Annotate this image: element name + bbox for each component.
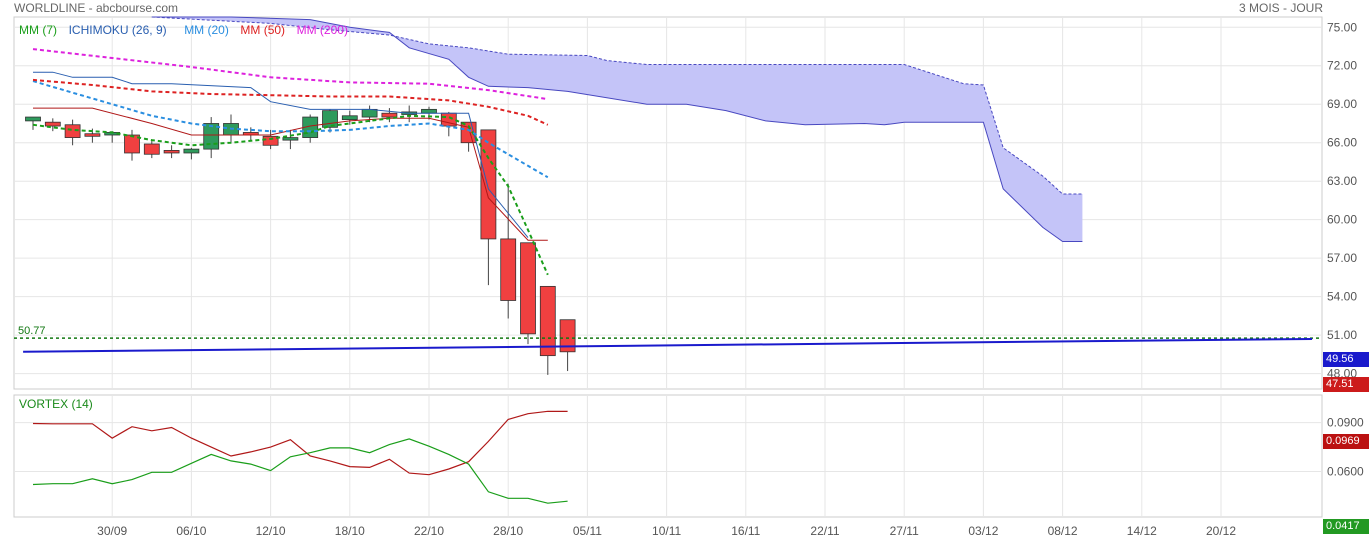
candle-up	[25, 116, 41, 122]
date-tick-label: 22/11	[810, 524, 839, 538]
chart-title: WORLDLINE - abcbourse.com	[14, 1, 179, 15]
date-tick-label: 30/09	[97, 524, 127, 538]
ichimoku-cloud	[151, 17, 1083, 242]
candle-down	[124, 134, 140, 154]
price-tick-label: 72.00	[1327, 59, 1357, 73]
trend-value-badge: 49.56	[1323, 352, 1369, 367]
price-tick-label: 69.00	[1327, 97, 1357, 111]
price-tick-label: 60.00	[1327, 213, 1357, 227]
candle-up	[341, 115, 358, 121]
candle-down	[539, 285, 556, 357]
date-tick-label: 22/10	[414, 524, 444, 538]
date-tick-label: 05/11	[573, 524, 602, 538]
vortex-vi-minus-line	[32, 438, 568, 504]
candle-up	[282, 137, 299, 141]
price-tick-label: 57.00	[1327, 251, 1357, 265]
date-tick-label: 10/11	[652, 524, 681, 538]
moving-average-line	[32, 114, 549, 276]
date-tick-label: 28/10	[493, 524, 523, 538]
candle-down	[44, 121, 61, 127]
main-panel-frame	[13, 16, 1323, 390]
candle-up	[421, 108, 437, 114]
date-tick-label: 20/12	[1206, 524, 1236, 538]
date-tick-label: 27/11	[890, 524, 919, 538]
candle-down	[163, 150, 180, 154]
legend-item: MM (7)	[19, 23, 57, 37]
senkou-span-b	[151, 16, 1083, 242]
vortex-title: VORTEX (14)	[19, 397, 93, 411]
candle-down	[559, 319, 576, 353]
candle-up	[183, 148, 200, 154]
moving-average-line	[32, 48, 548, 101]
legend-item: MM (200)	[297, 23, 348, 37]
date-tick-label: 14/12	[1127, 524, 1157, 538]
period-label[interactable]: 3 MOIS - JOUR	[1238, 1, 1323, 15]
date-tick-label: 12/10	[256, 524, 286, 538]
date-tick-label: 03/12	[968, 524, 998, 538]
date-tick-label: 18/10	[335, 524, 365, 538]
candle-down	[520, 242, 536, 335]
legend-item: ICHIMOKU (26, 9)	[69, 23, 167, 37]
legend-item: MM (50)	[240, 23, 285, 37]
price-tick-label: 66.00	[1327, 136, 1357, 150]
last-price-badge: 47.51	[1323, 377, 1369, 392]
candle-down	[262, 135, 279, 146]
date-tick-label: 06/10	[176, 524, 206, 538]
vortex-vi-plus-line	[32, 410, 568, 476]
price-tick-label: 63.00	[1327, 174, 1357, 188]
ichimoku-tenkan-line	[33, 107, 548, 241]
candle-down	[381, 112, 398, 118]
vortex-tick-label: 0.0600	[1327, 464, 1364, 478]
moving-average-line	[32, 80, 549, 179]
ichimoku-kijun-line	[33, 71, 529, 238]
moving-average-line	[32, 78, 549, 126]
candle-up	[322, 110, 338, 128]
legend-item: MM (20)	[184, 23, 229, 37]
date-tick-label: 16/11	[731, 524, 760, 538]
vi-minus-badge: 0.0417	[1323, 519, 1369, 534]
senkou-span-a	[151, 16, 1083, 195]
candle-down	[143, 143, 160, 155]
candle-up	[361, 108, 378, 118]
vi-plus-badge: 0.0969	[1323, 434, 1369, 449]
candle-down	[64, 124, 81, 138]
trend-line	[23, 337, 1313, 353]
price-tick-label: 51.00	[1327, 328, 1357, 342]
support-label: 50.77	[18, 325, 46, 337]
vortex-tick-label: 0.0900	[1327, 416, 1364, 430]
price-tick-label: 54.00	[1327, 290, 1357, 304]
date-tick-label: 08/12	[1048, 524, 1078, 538]
candle-down	[480, 129, 497, 240]
candle-down	[500, 238, 517, 301]
vortex-panel-frame	[13, 394, 1323, 518]
candle-down	[84, 133, 101, 137]
price-tick-label: 75.00	[1327, 20, 1357, 34]
candle-up	[203, 123, 220, 150]
